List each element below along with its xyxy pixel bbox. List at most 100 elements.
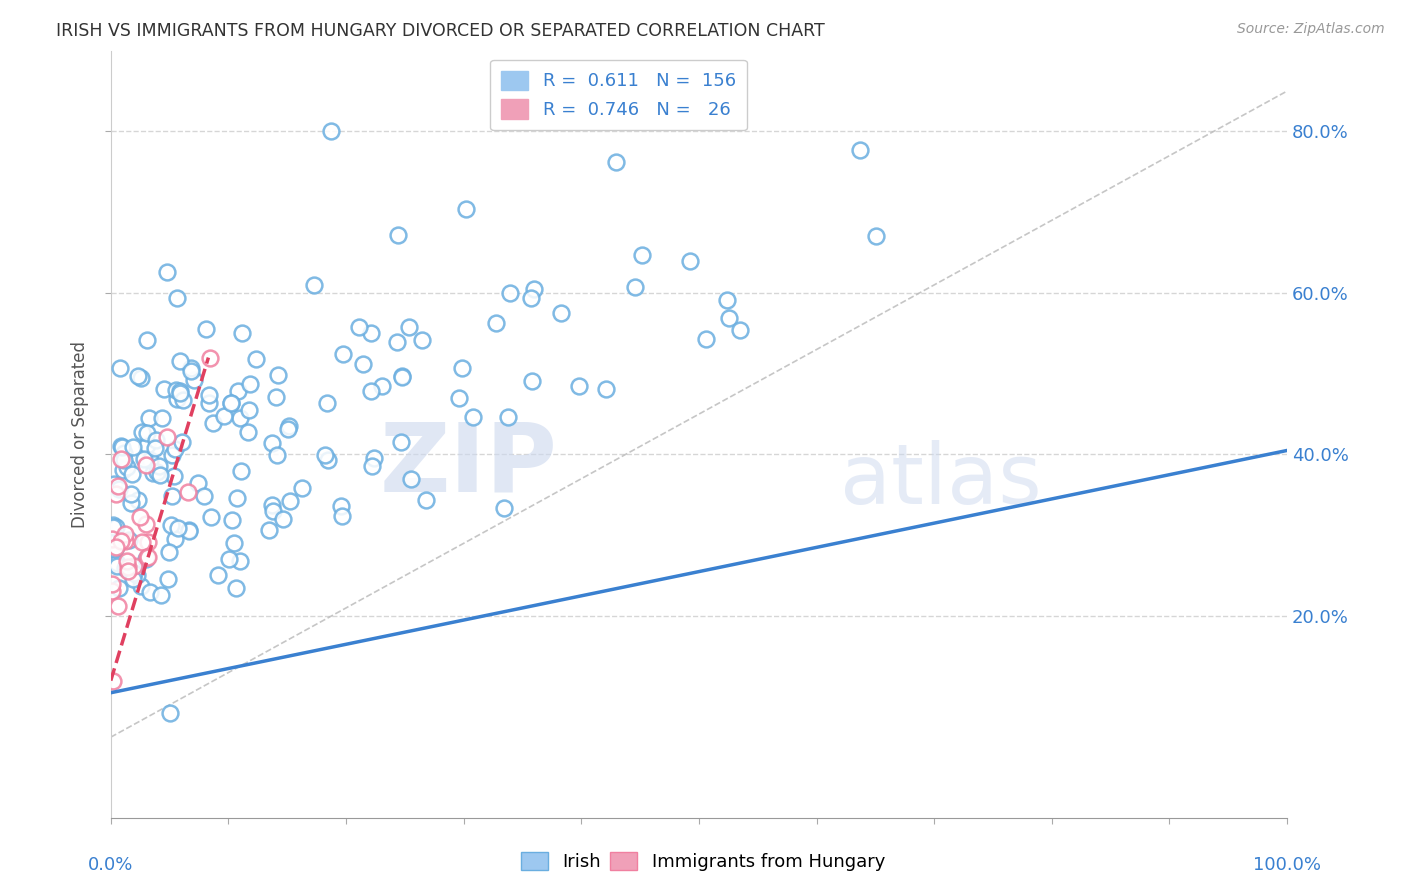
Point bbox=[107, 479, 129, 493]
Point bbox=[136, 535, 159, 549]
Point bbox=[120, 487, 142, 501]
Point bbox=[260, 498, 283, 512]
Point bbox=[101, 518, 124, 533]
Point bbox=[127, 568, 149, 582]
Point bbox=[717, 311, 740, 326]
Point bbox=[114, 533, 136, 548]
Point bbox=[115, 554, 138, 568]
Point bbox=[127, 493, 149, 508]
Point bbox=[219, 396, 242, 410]
Point bbox=[122, 566, 145, 581]
Point bbox=[454, 202, 477, 216]
Point bbox=[257, 523, 280, 537]
Text: 100.0%: 100.0% bbox=[1253, 856, 1322, 874]
Point bbox=[302, 277, 325, 292]
Point bbox=[360, 384, 382, 398]
Point bbox=[221, 395, 243, 409]
Point bbox=[107, 599, 129, 614]
Point bbox=[101, 532, 124, 546]
Point bbox=[149, 468, 172, 483]
Point bbox=[401, 472, 423, 486]
Point bbox=[321, 124, 343, 138]
Point bbox=[391, 370, 413, 384]
Point bbox=[138, 411, 160, 425]
Y-axis label: Divorced or Separated: Divorced or Separated bbox=[72, 341, 89, 528]
Point bbox=[139, 453, 162, 467]
Point bbox=[231, 465, 253, 479]
Point bbox=[136, 550, 159, 565]
Point bbox=[550, 306, 572, 320]
Point bbox=[271, 511, 294, 525]
Point bbox=[231, 326, 253, 340]
Point bbox=[360, 326, 382, 340]
Point bbox=[385, 334, 408, 349]
Point bbox=[266, 448, 288, 462]
Point bbox=[117, 565, 139, 579]
Point bbox=[330, 500, 353, 514]
Point bbox=[605, 155, 627, 169]
Point bbox=[314, 448, 336, 462]
Point bbox=[267, 368, 290, 383]
Point bbox=[131, 425, 153, 439]
Point bbox=[112, 452, 135, 467]
Point bbox=[108, 581, 131, 595]
Point bbox=[127, 369, 149, 384]
Point bbox=[135, 517, 157, 532]
Point bbox=[114, 527, 136, 541]
Point bbox=[391, 368, 413, 383]
Point bbox=[135, 550, 157, 565]
Point bbox=[115, 459, 138, 474]
Point bbox=[110, 533, 132, 548]
Point bbox=[105, 556, 128, 570]
Point bbox=[387, 228, 409, 243]
Point bbox=[108, 482, 131, 496]
Point bbox=[278, 418, 301, 433]
Point bbox=[332, 347, 354, 361]
Point bbox=[198, 395, 221, 409]
Point bbox=[371, 379, 394, 393]
Point bbox=[105, 540, 128, 554]
Text: 0.0%: 0.0% bbox=[89, 856, 134, 874]
Point bbox=[180, 361, 202, 376]
Text: atlas: atlas bbox=[839, 440, 1042, 521]
Point bbox=[157, 572, 180, 586]
Point bbox=[132, 452, 155, 467]
Point bbox=[167, 521, 190, 535]
Point bbox=[450, 361, 472, 376]
Point bbox=[163, 468, 186, 483]
Point bbox=[111, 463, 134, 477]
Point bbox=[264, 391, 287, 405]
Point bbox=[117, 560, 139, 574]
Point bbox=[145, 465, 167, 479]
Point bbox=[166, 291, 188, 305]
Point bbox=[160, 489, 183, 503]
Legend: Irish, Immigrants from Hungary: Irish, Immigrants from Hungary bbox=[513, 845, 893, 879]
Point bbox=[520, 291, 543, 305]
Point bbox=[160, 448, 183, 462]
Point bbox=[277, 422, 299, 436]
Point bbox=[135, 333, 157, 347]
Point bbox=[200, 509, 222, 524]
Point bbox=[124, 559, 146, 574]
Point bbox=[316, 395, 339, 409]
Point bbox=[136, 426, 159, 441]
Point bbox=[121, 467, 143, 481]
Point bbox=[522, 374, 544, 388]
Point bbox=[177, 523, 200, 537]
Point bbox=[122, 572, 145, 586]
Point bbox=[169, 385, 191, 400]
Point bbox=[104, 487, 127, 501]
Point bbox=[595, 382, 617, 396]
Point bbox=[114, 446, 136, 460]
Point bbox=[148, 459, 170, 474]
Point bbox=[177, 484, 200, 499]
Point bbox=[180, 364, 202, 378]
Point bbox=[150, 410, 173, 425]
Point bbox=[411, 333, 433, 347]
Point bbox=[160, 518, 183, 533]
Point bbox=[352, 357, 374, 371]
Point bbox=[128, 510, 150, 524]
Point bbox=[494, 501, 516, 516]
Point bbox=[624, 280, 647, 294]
Point bbox=[114, 561, 136, 575]
